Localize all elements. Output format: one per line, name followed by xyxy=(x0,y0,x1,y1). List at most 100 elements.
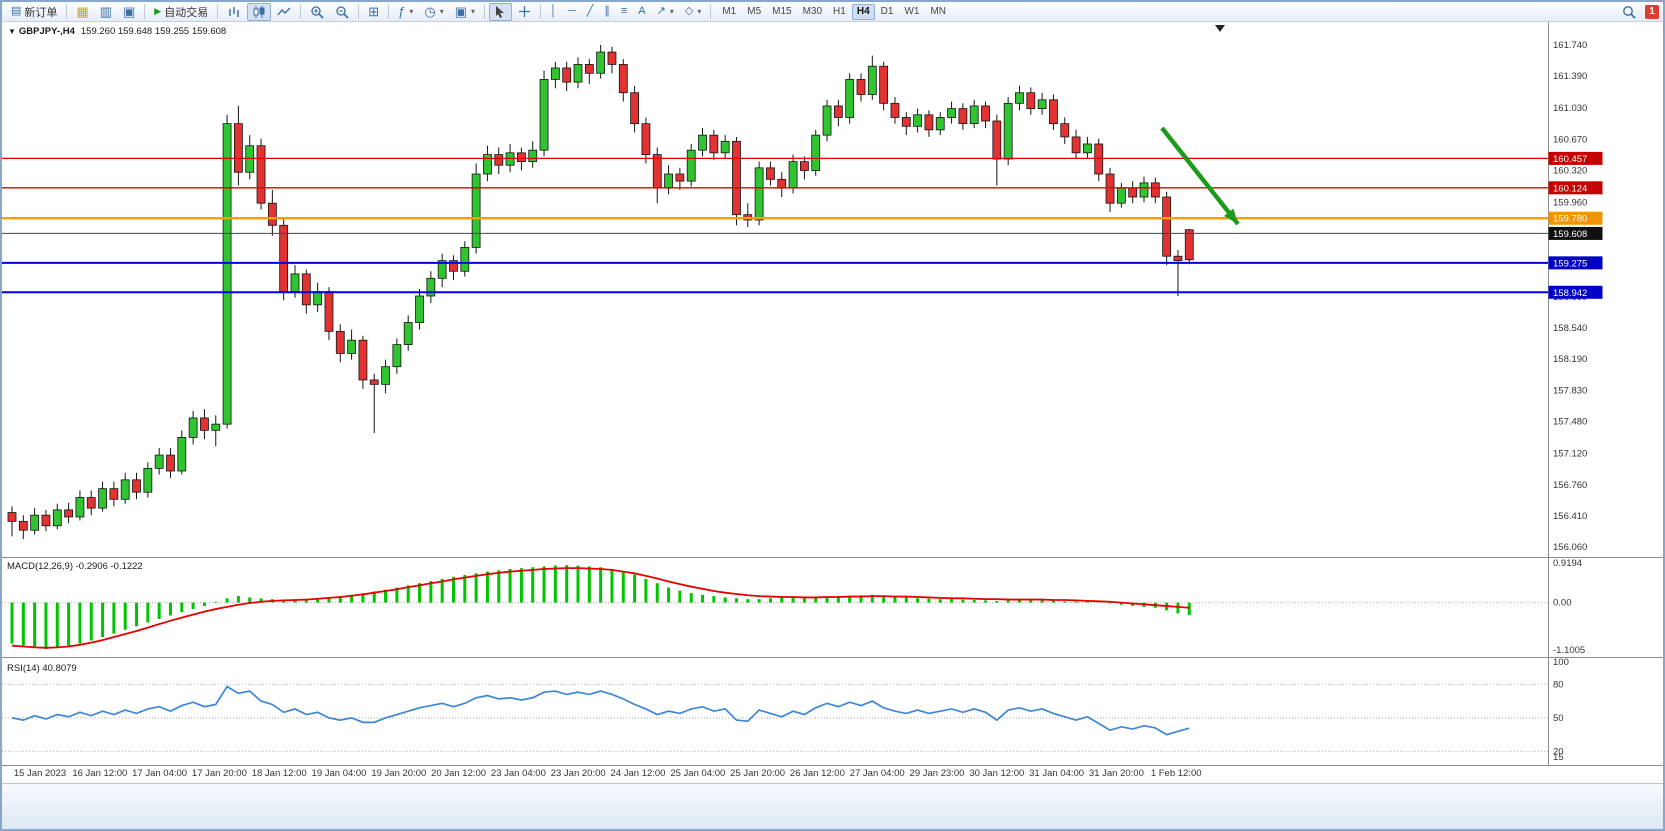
horizontal-line-button[interactable]: ─ xyxy=(563,3,581,21)
svg-text:17 Jan 04:00: 17 Jan 04:00 xyxy=(132,768,187,779)
macd-signal-line xyxy=(11,567,1190,649)
price-label-159.780: 159.780 xyxy=(1548,211,1603,225)
svg-text:25 Jan 20:00: 25 Jan 20:00 xyxy=(730,768,785,779)
notification-badge[interactable]: 1 xyxy=(1645,4,1659,19)
timeframe-m30[interactable]: M30 xyxy=(798,4,827,20)
svg-text:24 Jan 12:00: 24 Jan 12:00 xyxy=(611,768,666,779)
chart-region[interactable]: 161.740 161.390 161.030 160.670 160.320 159.9… xyxy=(2,22,1663,783)
svg-text:156.060: 156.060 xyxy=(1553,542,1587,553)
new-order-button[interactable]: ▤ 新订单 xyxy=(6,3,62,21)
trend-arrow[interactable] xyxy=(1160,126,1240,226)
zoom-out-icon xyxy=(336,5,349,19)
svg-text:156.410: 156.410 xyxy=(1553,511,1587,522)
svg-text:156.760: 156.760 xyxy=(1553,480,1587,491)
timeframe-h4[interactable]: H4 xyxy=(851,3,875,20)
toolbar-separator xyxy=(710,4,712,19)
candlestick-button[interactable] xyxy=(247,2,272,21)
market-watch-button[interactable]: ▦ xyxy=(71,3,93,21)
price-axis[interactable]: 161.740 161.390 161.030 160.670 160.320 159.9… xyxy=(1553,40,1587,553)
price-label-159.275: 159.275 xyxy=(1548,256,1603,270)
zoom-in-icon xyxy=(311,5,324,19)
bar-chart-button[interactable] xyxy=(222,3,246,21)
fibonacci-button[interactable]: ≡ xyxy=(616,3,632,21)
terminal-button[interactable]: ▣ xyxy=(118,3,140,21)
svg-text:18 Jan 12:00: 18 Jan 12:00 xyxy=(252,768,307,779)
timeframe-mn[interactable]: MN xyxy=(925,4,951,20)
indicators-button[interactable]: ƒ ▾ xyxy=(393,3,418,21)
trend-arrow-head xyxy=(1223,208,1238,224)
autotrading-label: 自动交易 xyxy=(164,6,209,19)
templates-button[interactable]: ▣ ▾ xyxy=(450,3,480,21)
svg-text:158.540: 158.540 xyxy=(1553,323,1587,334)
line-chart-button[interactable] xyxy=(272,3,296,21)
svg-text:-1.1005: -1.1005 xyxy=(1553,645,1585,656)
timeframe-m1[interactable]: M1 xyxy=(717,4,741,20)
text-tool-button[interactable]: A xyxy=(633,3,650,21)
price-label-160.457: 160.457 xyxy=(1548,151,1603,165)
chart-canvas[interactable]: 161.740 161.390 161.030 160.670 160.320 159.9… xyxy=(2,22,1663,783)
svg-text:157.120: 157.120 xyxy=(1553,448,1587,459)
timeframe-w1[interactable]: W1 xyxy=(899,4,924,20)
terminal-icon: ▣ xyxy=(123,4,136,19)
svg-text:0.00: 0.00 xyxy=(1553,598,1572,609)
timeframe-m15[interactable]: M15 xyxy=(767,4,796,20)
svg-text:15 Jan 2023: 15 Jan 2023 xyxy=(14,768,66,779)
new-order-icon: ▤ xyxy=(11,5,22,17)
svg-text:20: 20 xyxy=(1553,746,1564,757)
bar-chart-icon xyxy=(229,6,239,17)
svg-text:160.124: 160.124 xyxy=(1553,183,1587,194)
candlestick-icon xyxy=(253,5,265,18)
svg-text:159.275: 159.275 xyxy=(1553,258,1587,269)
market-watch-icon: ▦ xyxy=(76,4,89,19)
fibonacci-icon: ≡ xyxy=(620,5,628,17)
clock-icon: ◷ xyxy=(424,4,436,19)
vertical-line-button[interactable]: │ xyxy=(545,3,562,21)
toolbar-separator xyxy=(388,4,390,19)
vertical-line-icon: │ xyxy=(550,5,557,17)
arrows-tool-button[interactable]: ↗ ▾ xyxy=(652,3,679,21)
svg-text:50: 50 xyxy=(1553,713,1564,724)
svg-text:158.942: 158.942 xyxy=(1553,288,1587,299)
chevron-down-icon: ▾ xyxy=(439,7,444,16)
zoom-out-button[interactable] xyxy=(330,3,354,21)
crosshair-button[interactable] xyxy=(513,3,536,21)
timeframe-m5[interactable]: M5 xyxy=(742,4,766,20)
timeframe-h1[interactable]: H1 xyxy=(828,4,851,20)
svg-text:159.608: 159.608 xyxy=(1553,229,1587,240)
new-order-label: 新订单 xyxy=(24,6,58,19)
search-button[interactable] xyxy=(1617,3,1641,21)
text-tool-icon: A xyxy=(638,5,646,17)
trendline-button[interactable]: ╱ xyxy=(582,3,599,21)
toolbar-separator xyxy=(217,4,219,19)
shapes-tool-button[interactable]: ◇ ▾ xyxy=(680,3,706,21)
search-icon xyxy=(1623,5,1636,19)
chart-object-marker[interactable] xyxy=(1215,25,1225,32)
svg-text:31 Jan 04:00: 31 Jan 04:00 xyxy=(1029,768,1084,779)
svg-text:158.190: 158.190 xyxy=(1553,354,1587,365)
toolbar-separator xyxy=(66,4,68,19)
navigator-button[interactable]: ▥ xyxy=(95,3,117,21)
zoom-in-button[interactable] xyxy=(305,3,329,21)
toolbar-separator xyxy=(144,4,146,19)
cursor-icon xyxy=(496,6,505,18)
svg-text:160.320: 160.320 xyxy=(1553,166,1587,177)
periods-button[interactable]: ◷ ▾ xyxy=(419,3,448,21)
svg-text:19 Jan 20:00: 19 Jan 20:00 xyxy=(371,768,426,779)
channel-button[interactable]: ∥ xyxy=(599,3,615,21)
price-label-160.124: 160.124 xyxy=(1548,181,1603,195)
chevron-down-icon: ▾ xyxy=(697,7,702,16)
svg-text:161.030: 161.030 xyxy=(1553,103,1587,114)
candles xyxy=(7,45,1194,540)
svg-text:23 Jan 20:00: 23 Jan 20:00 xyxy=(551,768,606,779)
tile-windows-button[interactable]: ⊞ xyxy=(363,3,384,21)
cursor-button[interactable] xyxy=(489,2,513,21)
rsi-line xyxy=(11,685,1190,736)
time-axis[interactable]: 15 Jan 2023 16 Jan 12:00 17 Jan 04:00 17 Ja… xyxy=(14,768,1202,779)
svg-text:159.960: 159.960 xyxy=(1553,197,1587,208)
autotrading-button[interactable]: ▶ 自动交易 xyxy=(149,3,213,21)
timeframe-d1[interactable]: D1 xyxy=(876,4,899,20)
chevron-down-icon: ▾ xyxy=(409,7,414,16)
svg-text:30 Jan 12:00: 30 Jan 12:00 xyxy=(969,768,1024,779)
